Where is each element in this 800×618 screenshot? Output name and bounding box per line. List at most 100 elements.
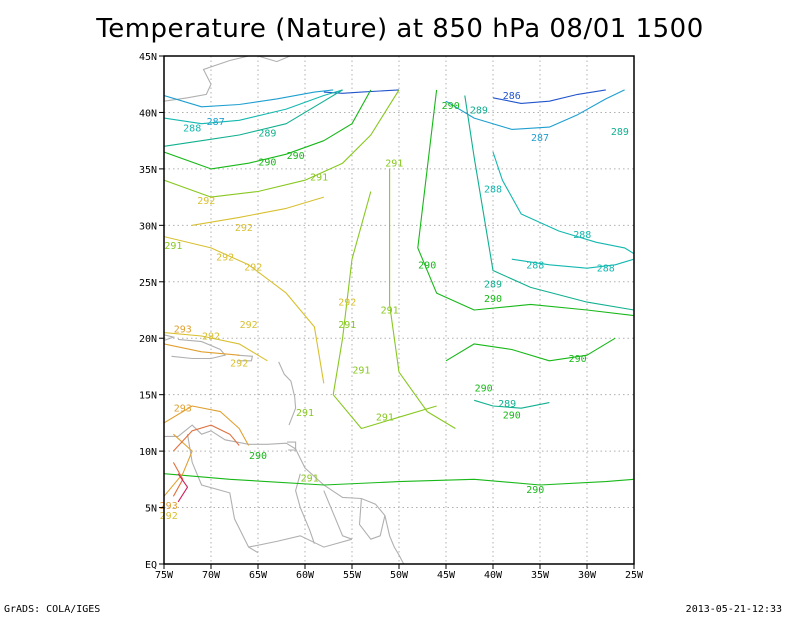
contour-label: 292 [230, 359, 248, 370]
contour-label: 293 [174, 404, 192, 415]
contour-291 [389, 168, 456, 429]
y-tick-label: 10N [139, 447, 157, 458]
x-tick-label: 65W [249, 570, 268, 581]
contour-label: 290 [526, 485, 544, 496]
south-america-coastline [164, 424, 405, 564]
x-tick-label: 35W [531, 570, 550, 581]
y-tick-label: 20N [139, 334, 157, 345]
puerto-rico-coastline [237, 354, 254, 362]
contour-label: 290 [249, 451, 267, 462]
contour-label: 291 [310, 172, 328, 183]
contour-293 [164, 343, 240, 356]
x-tick-label: 30W [578, 570, 597, 581]
contour-290 [164, 89, 372, 170]
contour-label: 290 [418, 260, 436, 271]
y-tick-label: 40N [139, 108, 157, 119]
contour-287 [445, 89, 625, 130]
footer-timestamp: 2013-05-21-12:33 [685, 604, 782, 615]
suriname-border-coastline [323, 490, 353, 540]
contour-290 [417, 89, 634, 317]
contour-label: 288 [573, 230, 591, 241]
contour-289 [164, 89, 343, 147]
contour-292 [164, 332, 268, 362]
contour-label: 289 [484, 280, 502, 291]
contour-292 [192, 196, 324, 226]
contour-286 [323, 89, 400, 94]
y-tick-label: EQ [145, 560, 157, 571]
contour-label: 288 [484, 185, 502, 196]
contour-label: 292 [240, 320, 258, 331]
contour-label: 292 [160, 511, 178, 522]
gridline-layer [164, 56, 634, 564]
contour-label: 293 [160, 501, 178, 512]
contour-294 [172, 424, 240, 452]
contour-layer [164, 89, 634, 503]
contour-296 [177, 473, 189, 503]
contour-label: 287 [531, 133, 549, 144]
map-title: Temperature (Nature) at 850 hPa 08/01 15… [96, 14, 704, 44]
footer-credit: GrADS: COLA/IGES [4, 604, 101, 615]
contour-292 [164, 236, 325, 384]
hispaniola-coastline [171, 338, 227, 360]
contour-291 [332, 191, 437, 430]
contour-289 [474, 399, 550, 409]
contour-label: 291 [352, 365, 370, 376]
contour-label: 291 [385, 159, 403, 170]
y-tick-label: 25N [139, 278, 157, 289]
contour-290 [445, 337, 616, 362]
contour-label: 290 [287, 151, 305, 162]
contour-label: 288 [597, 264, 615, 275]
contour-label: 292 [202, 331, 220, 342]
contour-label: 291 [376, 413, 394, 424]
x-tick-label: 60W [296, 570, 315, 581]
x-tick-label: 40W [484, 570, 503, 581]
contour-286 [492, 89, 606, 104]
x-tick-label: 70W [202, 570, 221, 581]
x-tick-label: 25W [625, 570, 644, 581]
contour-label: 290 [475, 383, 493, 394]
contour-label: 292 [197, 196, 215, 207]
contour-label: 287 [207, 117, 225, 128]
contour-label: 291 [338, 320, 356, 331]
contour-290 [164, 473, 634, 486]
contour-label: 289 [611, 127, 629, 138]
brazil-border-coastline [248, 535, 353, 548]
contour-label: 291 [164, 241, 182, 252]
cuba-coastline [164, 334, 176, 342]
contour-287 [164, 89, 334, 108]
contour-label: 292 [216, 252, 234, 263]
contour-label: 289 [258, 128, 276, 139]
contour-label: 292 [244, 263, 262, 274]
contour-288 [164, 89, 343, 125]
x-tick-label: 75W [155, 570, 174, 581]
y-tick-label: 30N [139, 221, 157, 232]
x-tick-label: 55W [343, 570, 362, 581]
contour-291 [164, 89, 400, 198]
y-tick-label: 5N [145, 504, 157, 515]
contour-label: 288 [183, 124, 201, 135]
contour-label: 292 [338, 298, 356, 309]
y-tick-label: 35N [139, 165, 157, 176]
venezuela-border-coastline [186, 434, 259, 554]
contour-label: 290 [484, 294, 502, 305]
contour-293 [164, 433, 193, 497]
contour-label: 289 [470, 106, 488, 117]
contour-label: 291 [381, 306, 399, 317]
contour-label: 290 [569, 354, 587, 365]
north-america-coastline [164, 56, 249, 102]
nova-scotia-coastline [257, 56, 292, 63]
plot-frame [163, 55, 635, 565]
y-tick-label: 45N [139, 52, 157, 63]
contour-label: 289 [498, 399, 516, 410]
contour-label: 286 [503, 91, 521, 102]
contour-label: 290 [442, 101, 460, 112]
y-tick-label: 15N [139, 391, 157, 402]
contour-label: 293 [174, 325, 192, 336]
trinidad-coastline [287, 441, 297, 451]
contour-label: 291 [301, 474, 319, 485]
contour-label: 291 [296, 408, 314, 419]
contour-label: 290 [258, 158, 276, 169]
lesser-antilles-coastline [278, 361, 297, 426]
